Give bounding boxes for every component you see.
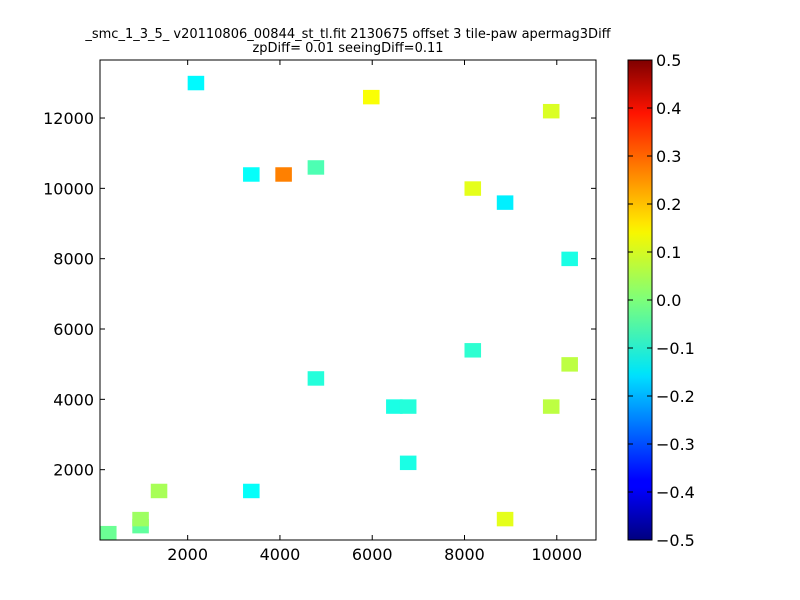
heatmap-cell: [496, 511, 514, 527]
heatmap-cell: [243, 483, 260, 499]
colorbar-tick-label: 0.2: [656, 195, 681, 214]
y-tick-label: 8000: [53, 250, 94, 269]
heatmap-cell: [496, 195, 514, 210]
heatmap-cell: [243, 167, 260, 182]
heatmap-cell: [561, 357, 578, 372]
y-tick-label: 10000: [43, 179, 94, 198]
colorbar-tick-label: −0.5: [656, 531, 695, 550]
heatmap-cell: [187, 75, 205, 91]
y-tick-label: 4000: [53, 390, 94, 409]
heatmap-cell: [542, 399, 560, 414]
heatmap-cell: [362, 89, 380, 105]
heatmap-cell: [542, 103, 560, 119]
y-tick-label: 2000: [53, 461, 94, 480]
colorbar-ticks: 0.5 0.4 0.3 0.2 0.1 0.0 −0.1 −0.2 −0.3 −0.4 −0.5: [628, 51, 695, 550]
heatmap-cell: [307, 371, 325, 386]
colorbar-tick-label: −0.2: [656, 387, 695, 406]
heatmap-cell: [399, 399, 417, 414]
y-axis: 2000 4000 6000 8000 10000 12000: [43, 109, 596, 480]
plot-frame: [99, 59, 597, 541]
colorbar-tick-label: 0.3: [656, 147, 681, 166]
colorbar-tick-label: 0.4: [656, 99, 681, 118]
heatmap-cell: [100, 525, 117, 541]
chart-title: _smc_1_3_5_ v20110806_00844_st_tl.fit 21…: [84, 27, 611, 42]
heatmap-cell: [132, 511, 149, 527]
x-tick-label: 2000: [167, 545, 208, 564]
heatmap-cell: [150, 483, 168, 499]
colorbar-tick-label: −0.4: [656, 483, 695, 502]
colorbar-tick-label: 0.1: [656, 243, 681, 262]
colorbar-tick-label: −0.1: [656, 339, 695, 358]
heatmap-cells: [100, 75, 578, 541]
x-tick-label: 8000: [444, 545, 485, 564]
heatmap-cell: [399, 455, 417, 471]
x-tick-label: 4000: [260, 545, 301, 564]
x-axis: 2000 4000 6000 8000 10000: [167, 60, 582, 564]
heatmap-cell: [561, 251, 578, 267]
colorbar-tick-label: 0.0: [656, 291, 681, 310]
heatmap-cell: [386, 399, 403, 414]
x-tick-label: 10000: [531, 545, 582, 564]
heatmap-cell: [464, 343, 482, 358]
chart-subtitle: zpDiff= 0.01 seeingDiff=0.11: [252, 41, 443, 56]
heatmap-cell: [307, 160, 325, 175]
y-tick-label: 12000: [43, 109, 94, 128]
y-tick-label: 6000: [53, 320, 94, 339]
heatmap-cell: [275, 167, 292, 182]
heatmap-cell: [464, 181, 482, 196]
colorbar-tick-label: 0.5: [656, 51, 681, 70]
colorbar-tick-label: −0.3: [656, 435, 695, 454]
x-tick-label: 6000: [352, 545, 393, 564]
